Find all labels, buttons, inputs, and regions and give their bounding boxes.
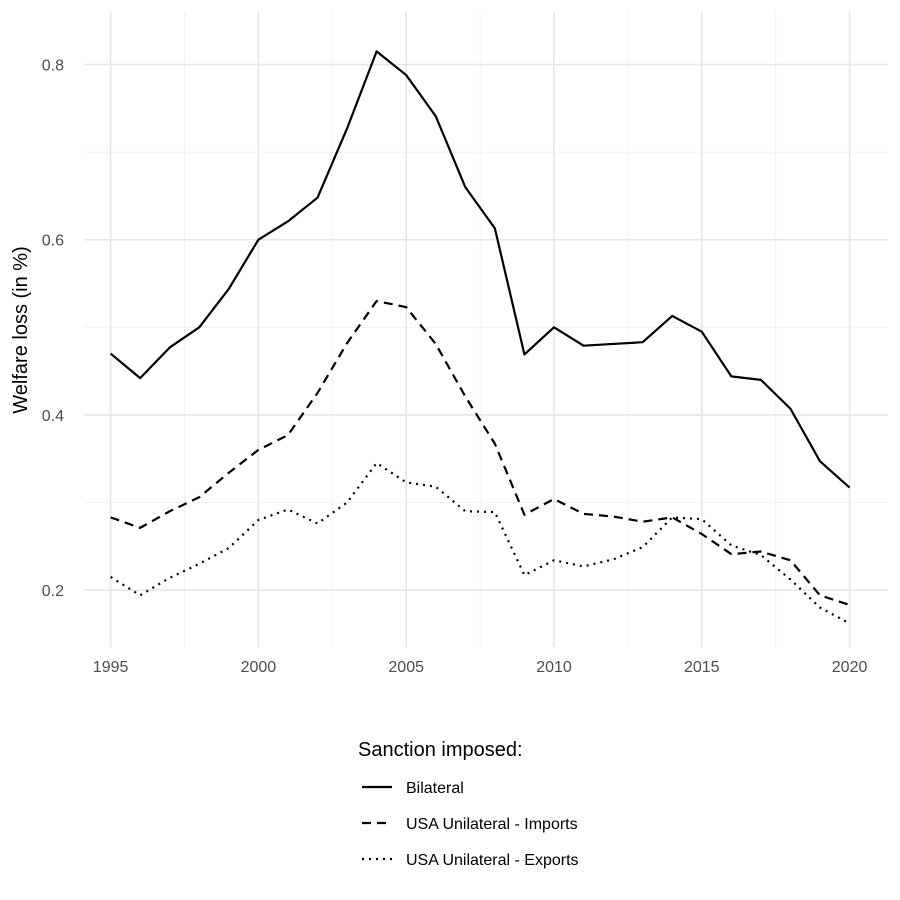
x-tick-label: 2010 — [536, 659, 572, 676]
x-tick-label: 2020 — [832, 659, 868, 676]
series-line-2 — [110, 299, 850, 607]
x-axis-tick-labels: 1995 2000 2005 2010 2015 2020 — [93, 659, 868, 676]
major-gridlines — [84, 12, 888, 647]
series-line-1 — [109, 50, 851, 489]
x-tick-label: 2015 — [684, 659, 720, 676]
y-tick-label: 0.4 — [42, 408, 64, 425]
legend-label: USA Unilateral - Exports — [406, 852, 579, 869]
minor-gridlines — [84, 12, 888, 647]
y-tick-label: 0.8 — [42, 58, 64, 75]
x-tick-label: 2005 — [388, 659, 424, 676]
series-lines — [109, 50, 851, 625]
y-tick-label: 0.2 — [42, 583, 64, 600]
x-tick-label: 2000 — [241, 659, 277, 676]
y-axis-tick-labels: 0.2 0.4 0.6 0.8 — [42, 58, 64, 601]
legend-label: Bilateral — [406, 780, 464, 797]
x-tick-label: 1995 — [93, 659, 129, 676]
y-axis-title: Welfare loss (in %) — [10, 246, 32, 413]
legend: Sanction imposed: Bilateral USA Unilatera… — [358, 739, 579, 869]
legend-label: USA Unilateral - Imports — [406, 816, 578, 833]
legend-title: Sanction imposed: — [358, 739, 523, 761]
y-tick-label: 0.6 — [42, 233, 64, 250]
